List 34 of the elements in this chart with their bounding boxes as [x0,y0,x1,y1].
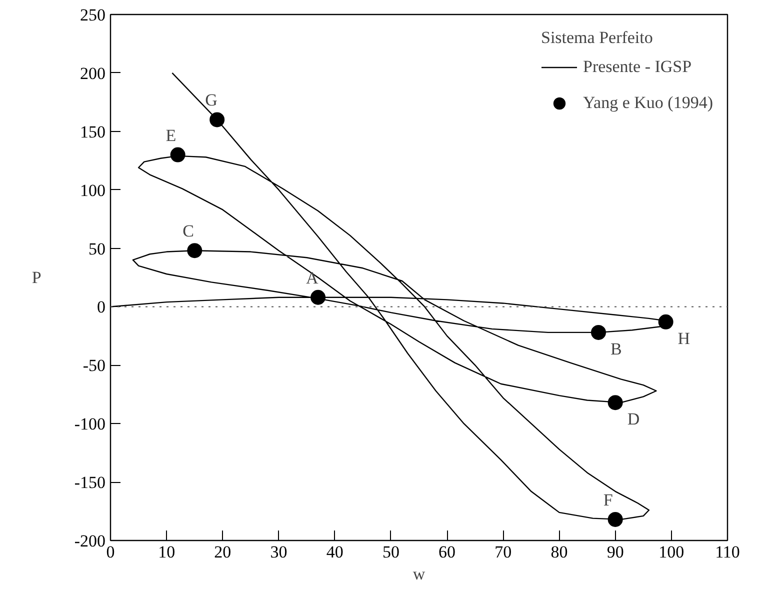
annotation: D [627,410,640,429]
x-tick-label: 90 [606,542,624,562]
x-tick-label: 40 [326,542,344,562]
y-tick-label: -200 [74,532,106,550]
y-axis-title: P [32,268,42,287]
annotation: E [166,126,176,145]
x-tick-label: 100 [658,542,684,562]
x-tick-label: 10 [158,542,176,562]
annotation: F [603,490,613,510]
y-tick-label: -50 [82,356,106,376]
x-tick-label: 110 [715,542,740,562]
x-tick-label: 20 [214,542,232,562]
x-tick-label: 60 [438,542,456,562]
annotation: B [610,339,622,358]
x-tick-label: 30 [270,542,288,562]
annotation: H [678,328,690,348]
annotation: G [205,90,218,110]
y-tick-label: 100 [80,180,106,200]
y-tick-label: 150 [80,122,106,142]
annotation: A [306,268,320,288]
y-tick-label: 50 [88,239,106,258]
y-tick-label: -150 [74,473,106,492]
annotation: C [182,222,194,241]
y-tick-label: 250 [80,6,106,24]
legend-title: Sistema Perfeito [540,28,654,48]
legend-label: Presente - IGSP [582,57,692,77]
x-tick-label: 50 [382,542,400,562]
y-tick-label: 0 [97,298,106,317]
x-tick-label: 80 [550,542,568,562]
y-tick-label: -100 [74,414,106,434]
x-axis-title: w [412,564,426,584]
y-tick-label: 200 [80,64,106,83]
legend-label: Yang e Kuo (1994) [582,93,713,113]
x-tick-label: 70 [494,542,512,562]
